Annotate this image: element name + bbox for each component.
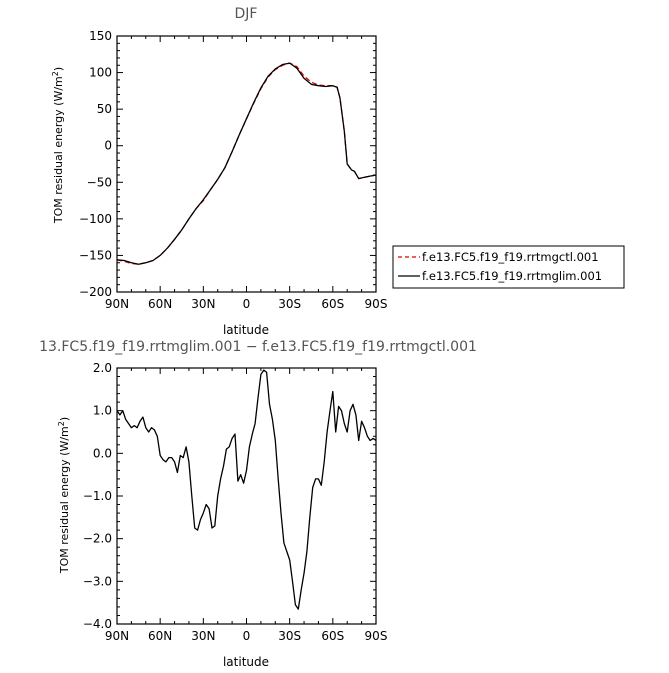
bottom-y-tick-label: 2.0 xyxy=(93,361,112,375)
top-series-line-1 xyxy=(116,62,377,265)
top-x-tick-label: 60N xyxy=(148,297,172,311)
bottom-plot-area: 90N 60N 30N 0 30S 60S 90S −4.0 −3.0 −2.0 −1.0 0.0 1.… xyxy=(83,361,388,643)
legend-entry-lim: f.e13.FC5.f19_f19.rrtmglim.001 xyxy=(422,269,602,283)
top-x-tick-label: 60S xyxy=(321,297,344,311)
bottom-chart-title: 13.FC5.f19_f19.rrtmglim.001 − f.e13.FC5.… xyxy=(39,339,477,355)
top-plot-area: 90N 60N 30N 0 30S 60S 90S −200 −150 −100 −50 0 50 100… xyxy=(79,29,387,311)
bottom-series-line-1 xyxy=(116,369,377,610)
top-series-line-2 xyxy=(116,62,377,265)
bottom-y-tick-label: −1.0 xyxy=(83,489,112,503)
bottom-x-tick-label: 30S xyxy=(278,629,301,643)
top-x-tick-label: 0 xyxy=(243,297,251,311)
top-x-tick-label: 30N xyxy=(191,297,215,311)
bottom-y-tick-label: 0.0 xyxy=(93,446,112,460)
top-y-tick-label: −50 xyxy=(87,175,112,189)
top-x-tick-label: 90N xyxy=(105,297,129,311)
bottom-panel: 13.FC5.f19_f19.rrtmglim.001 − f.e13.FC5.… xyxy=(39,339,477,669)
top-x-tick-label: 30S xyxy=(278,297,301,311)
bottom-x-axis-label: latitude xyxy=(223,655,269,669)
bottom-x-tick-label: 90N xyxy=(105,629,129,643)
top-plot-frame xyxy=(116,35,377,293)
top-y-tick-label: −100 xyxy=(79,212,112,226)
bottom-x-tick-label: 30N xyxy=(191,629,215,643)
top-x-axis-label: latitude xyxy=(223,323,269,337)
top-y-tick-label: −150 xyxy=(79,248,112,262)
legend-entry-ctl: f.e13.FC5.f19_f19.rrtmgctl.001 xyxy=(422,250,599,264)
legend-box xyxy=(392,245,625,289)
top-y-tick-label: −200 xyxy=(79,285,112,299)
bottom-x-tick-label: 90S xyxy=(365,629,388,643)
bottom-x-tick-label: 60S xyxy=(321,629,344,643)
bottom-x-tick-label: 0 xyxy=(243,629,251,643)
top-y-axis-label: TOM residual energy (W/m2) xyxy=(51,67,65,224)
top-panel: DJF 90N 60N 30N 0 30S 60S 90S −200 −150 −100 −50 0 5… xyxy=(51,6,625,337)
bottom-y-tick-label: −3.0 xyxy=(83,574,112,588)
top-y-tick-label: 50 xyxy=(97,102,112,116)
top-y-tick-label: 100 xyxy=(89,66,112,80)
bottom-plot-frame xyxy=(116,367,377,625)
bottom-y-tick-label: −4.0 xyxy=(83,617,112,631)
bottom-y-axis-label: TOM residual energy (W/m2) xyxy=(57,417,71,574)
bottom-y-tick-label: −2.0 xyxy=(83,532,112,546)
top-chart-title: DJF xyxy=(235,6,258,22)
bottom-x-tick-label: 60N xyxy=(148,629,172,643)
top-y-tick-label: 0 xyxy=(104,139,112,153)
top-x-tick-label: 90S xyxy=(365,297,388,311)
bottom-y-tick-label: 1.0 xyxy=(93,404,112,418)
legend: f.e13.FC5.f19_f19.rrtmgctl.001 f.e13.FC5… xyxy=(392,245,625,289)
top-y-tick-label: 150 xyxy=(89,29,112,43)
